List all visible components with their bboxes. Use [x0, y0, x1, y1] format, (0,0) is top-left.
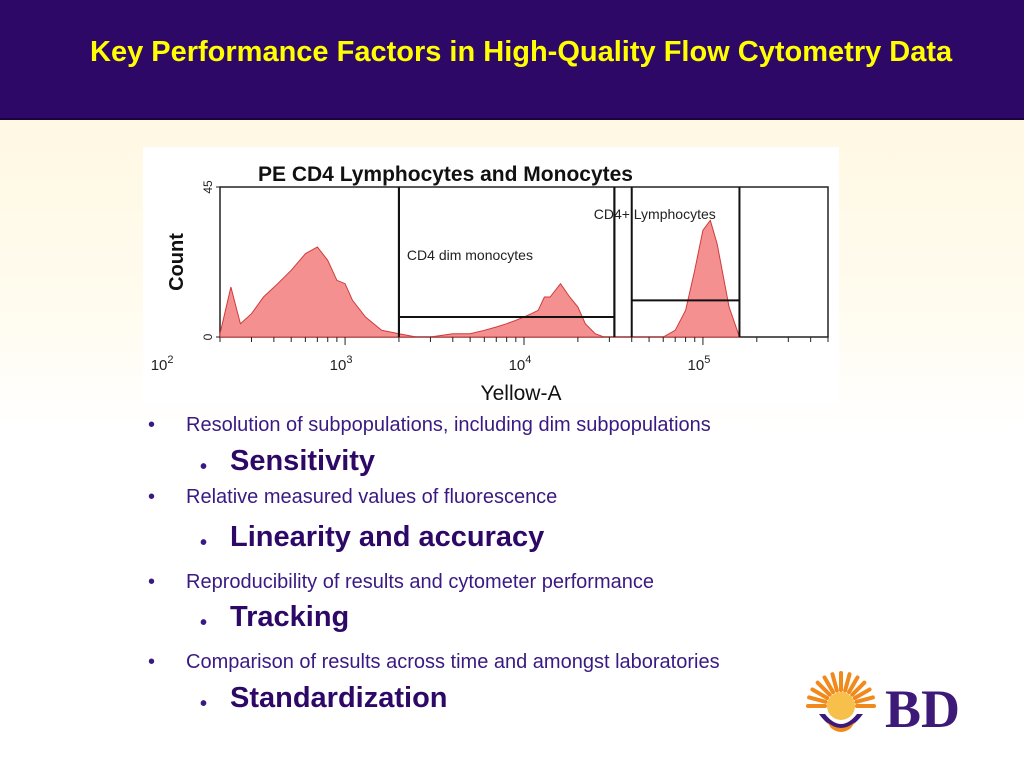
- bullet-text: Relative measured values of fluorescence: [186, 486, 558, 508]
- bd-logo: BD: [805, 670, 980, 745]
- bullet-dot: •: [148, 651, 156, 673]
- sun-rays: [806, 671, 876, 708]
- bd-logo-text: BD: [885, 679, 960, 739]
- bullet-dot: •: [200, 532, 208, 554]
- histogram-area: [219, 219, 741, 338]
- sub-bullet-text: Linearity and accuracy: [230, 521, 545, 553]
- sun-ray: [843, 672, 852, 693]
- bullet-dot: •: [148, 486, 156, 508]
- sun-ray: [815, 680, 832, 697]
- y-tick-label: 45: [201, 180, 215, 194]
- bullet-dot: •: [148, 414, 156, 436]
- sun-ray: [810, 687, 830, 700]
- sun-ray: [807, 695, 828, 704]
- sun-cradle-inner: [827, 722, 855, 732]
- slide-title: Key Performance Factors in High-Quality …: [90, 36, 953, 68]
- gate-label: CD4+ Lymphocytes: [594, 206, 716, 222]
- sub-bullet-text: Standardization: [230, 682, 448, 714]
- sun-ray: [847, 675, 860, 695]
- histogram-chart: PE CD4 Lymphocytes and Monocytes Count Y…: [151, 163, 829, 404]
- y-tick-label: 0: [201, 333, 215, 340]
- sun-ray: [854, 695, 875, 704]
- x-axis-label: Yellow-A: [481, 382, 562, 404]
- bullet-dot: •: [148, 571, 156, 593]
- bullet-dot: •: [200, 456, 208, 478]
- bullet-text: Reproducibility of results and cytometer…: [186, 571, 654, 593]
- histogram-figure: PE CD4 Lymphocytes and Monocytes Count Y…: [143, 147, 839, 404]
- chart-title: PE CD4 Lymphocytes and Monocytes: [258, 163, 633, 186]
- bullet-text: Resolution of subpopulations, including …: [186, 414, 711, 436]
- sun-ray: [850, 680, 867, 697]
- bullet-text: Comparison of results across time and am…: [186, 651, 720, 673]
- bd-sun-icon: BD: [806, 671, 960, 739]
- sub-bullet-text: Sensitivity: [230, 445, 376, 477]
- bullet-dot: •: [200, 693, 208, 715]
- sun-core: [827, 692, 855, 720]
- sun-ray: [830, 672, 839, 693]
- sun-ray: [852, 687, 872, 700]
- title-bar: Key Performance Factors in High-Quality …: [0, 0, 1024, 120]
- sub-bullet-text: Tracking: [230, 601, 350, 633]
- bullet-dot: •: [200, 612, 208, 634]
- sun-ray: [822, 675, 835, 695]
- y-axis-label: Count: [166, 233, 188, 291]
- gate-label: CD4 dim monocytes: [407, 247, 533, 263]
